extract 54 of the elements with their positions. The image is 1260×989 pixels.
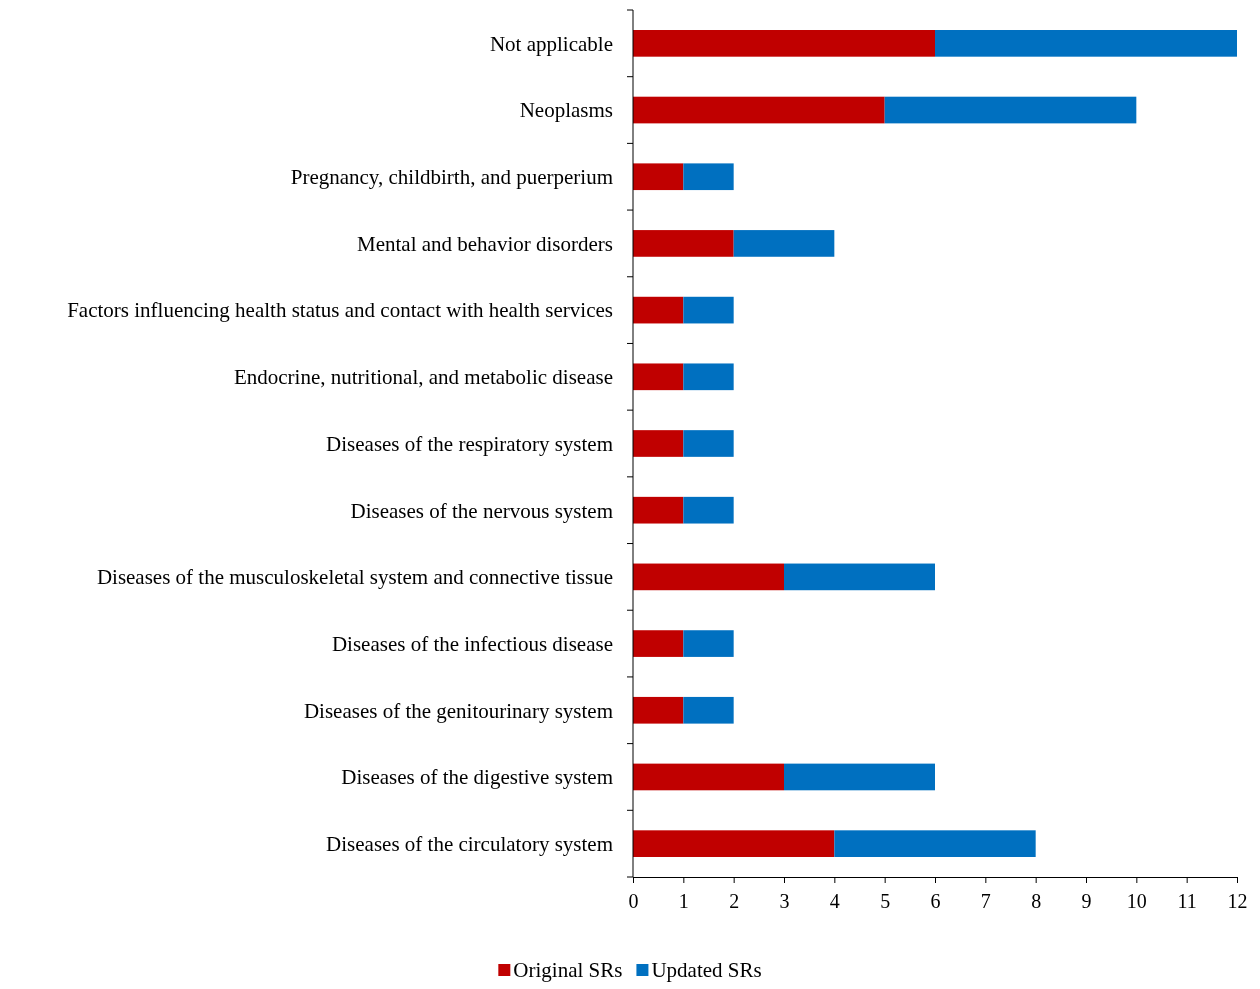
bar xyxy=(633,163,684,191)
bar xyxy=(633,30,935,57)
bar xyxy=(884,96,1137,124)
bar xyxy=(784,563,935,591)
legend-label: Original SRs xyxy=(513,958,623,983)
bar xyxy=(683,496,734,524)
bar xyxy=(633,230,734,257)
bar xyxy=(784,763,935,791)
bar xyxy=(683,430,734,457)
y-tick-label: Neoplasms xyxy=(519,98,613,123)
y-tick-label: Diseases of the respiratory system xyxy=(326,431,613,456)
bar xyxy=(683,296,734,324)
y-tick-label: Factors influencing health status and contact with health services xyxy=(67,298,613,323)
bar xyxy=(683,363,734,391)
y-tick-label: Mental and behavior disorders xyxy=(356,231,613,256)
bar xyxy=(633,96,885,124)
bar xyxy=(633,430,684,457)
x-tick-label: 6 xyxy=(930,890,941,912)
x-tick-label: 11 xyxy=(1177,890,1197,912)
y-tick-label: Diseases of the digestive system xyxy=(341,765,613,790)
y-tick-label: Endocrine, nutritional, and metabolic disease xyxy=(233,365,613,390)
x-tick-label: 9 xyxy=(1081,890,1092,912)
x-tick-label: 8 xyxy=(1031,890,1042,912)
y-tick-label: Diseases of the infectious disease xyxy=(331,631,613,656)
bar xyxy=(633,563,784,591)
bar xyxy=(683,630,734,657)
bar xyxy=(633,363,684,391)
x-tick-label: 7 xyxy=(980,890,991,912)
bar xyxy=(633,696,684,724)
y-tick-label: Diseases of the circulatory system xyxy=(326,832,613,856)
x-tick-label: 12 xyxy=(1227,890,1248,912)
x-tick-label: 0 xyxy=(628,890,639,912)
bar xyxy=(834,830,1036,857)
bar xyxy=(683,163,734,191)
x-tick-label: 10 xyxy=(1126,890,1147,912)
bar xyxy=(633,630,684,657)
y-tick-label: Not applicable xyxy=(489,31,613,56)
y-tick-label: Diseases of the musculoskeletal system and connective tissue xyxy=(96,565,613,590)
legend-label: Updated SRs xyxy=(651,958,762,983)
x-tick-label: 1 xyxy=(678,890,689,912)
x-tick-label: 3 xyxy=(779,890,790,912)
x-tick-label: 4 xyxy=(829,890,840,912)
bar xyxy=(633,763,784,791)
bar xyxy=(935,30,1237,57)
x-tick-label: 5 xyxy=(880,890,891,912)
bar xyxy=(733,230,835,257)
y-tick-label: Pregnancy, childbirth, and puerperium xyxy=(290,165,613,190)
bar xyxy=(633,830,835,857)
y-tick-label: Diseases of the nervous system xyxy=(350,498,613,523)
bar xyxy=(633,496,684,524)
bar xyxy=(633,296,684,324)
x-tick-label: 2 xyxy=(729,890,740,912)
bar xyxy=(683,696,734,724)
y-tick-label: Diseases of the genitourinary system xyxy=(303,698,613,723)
